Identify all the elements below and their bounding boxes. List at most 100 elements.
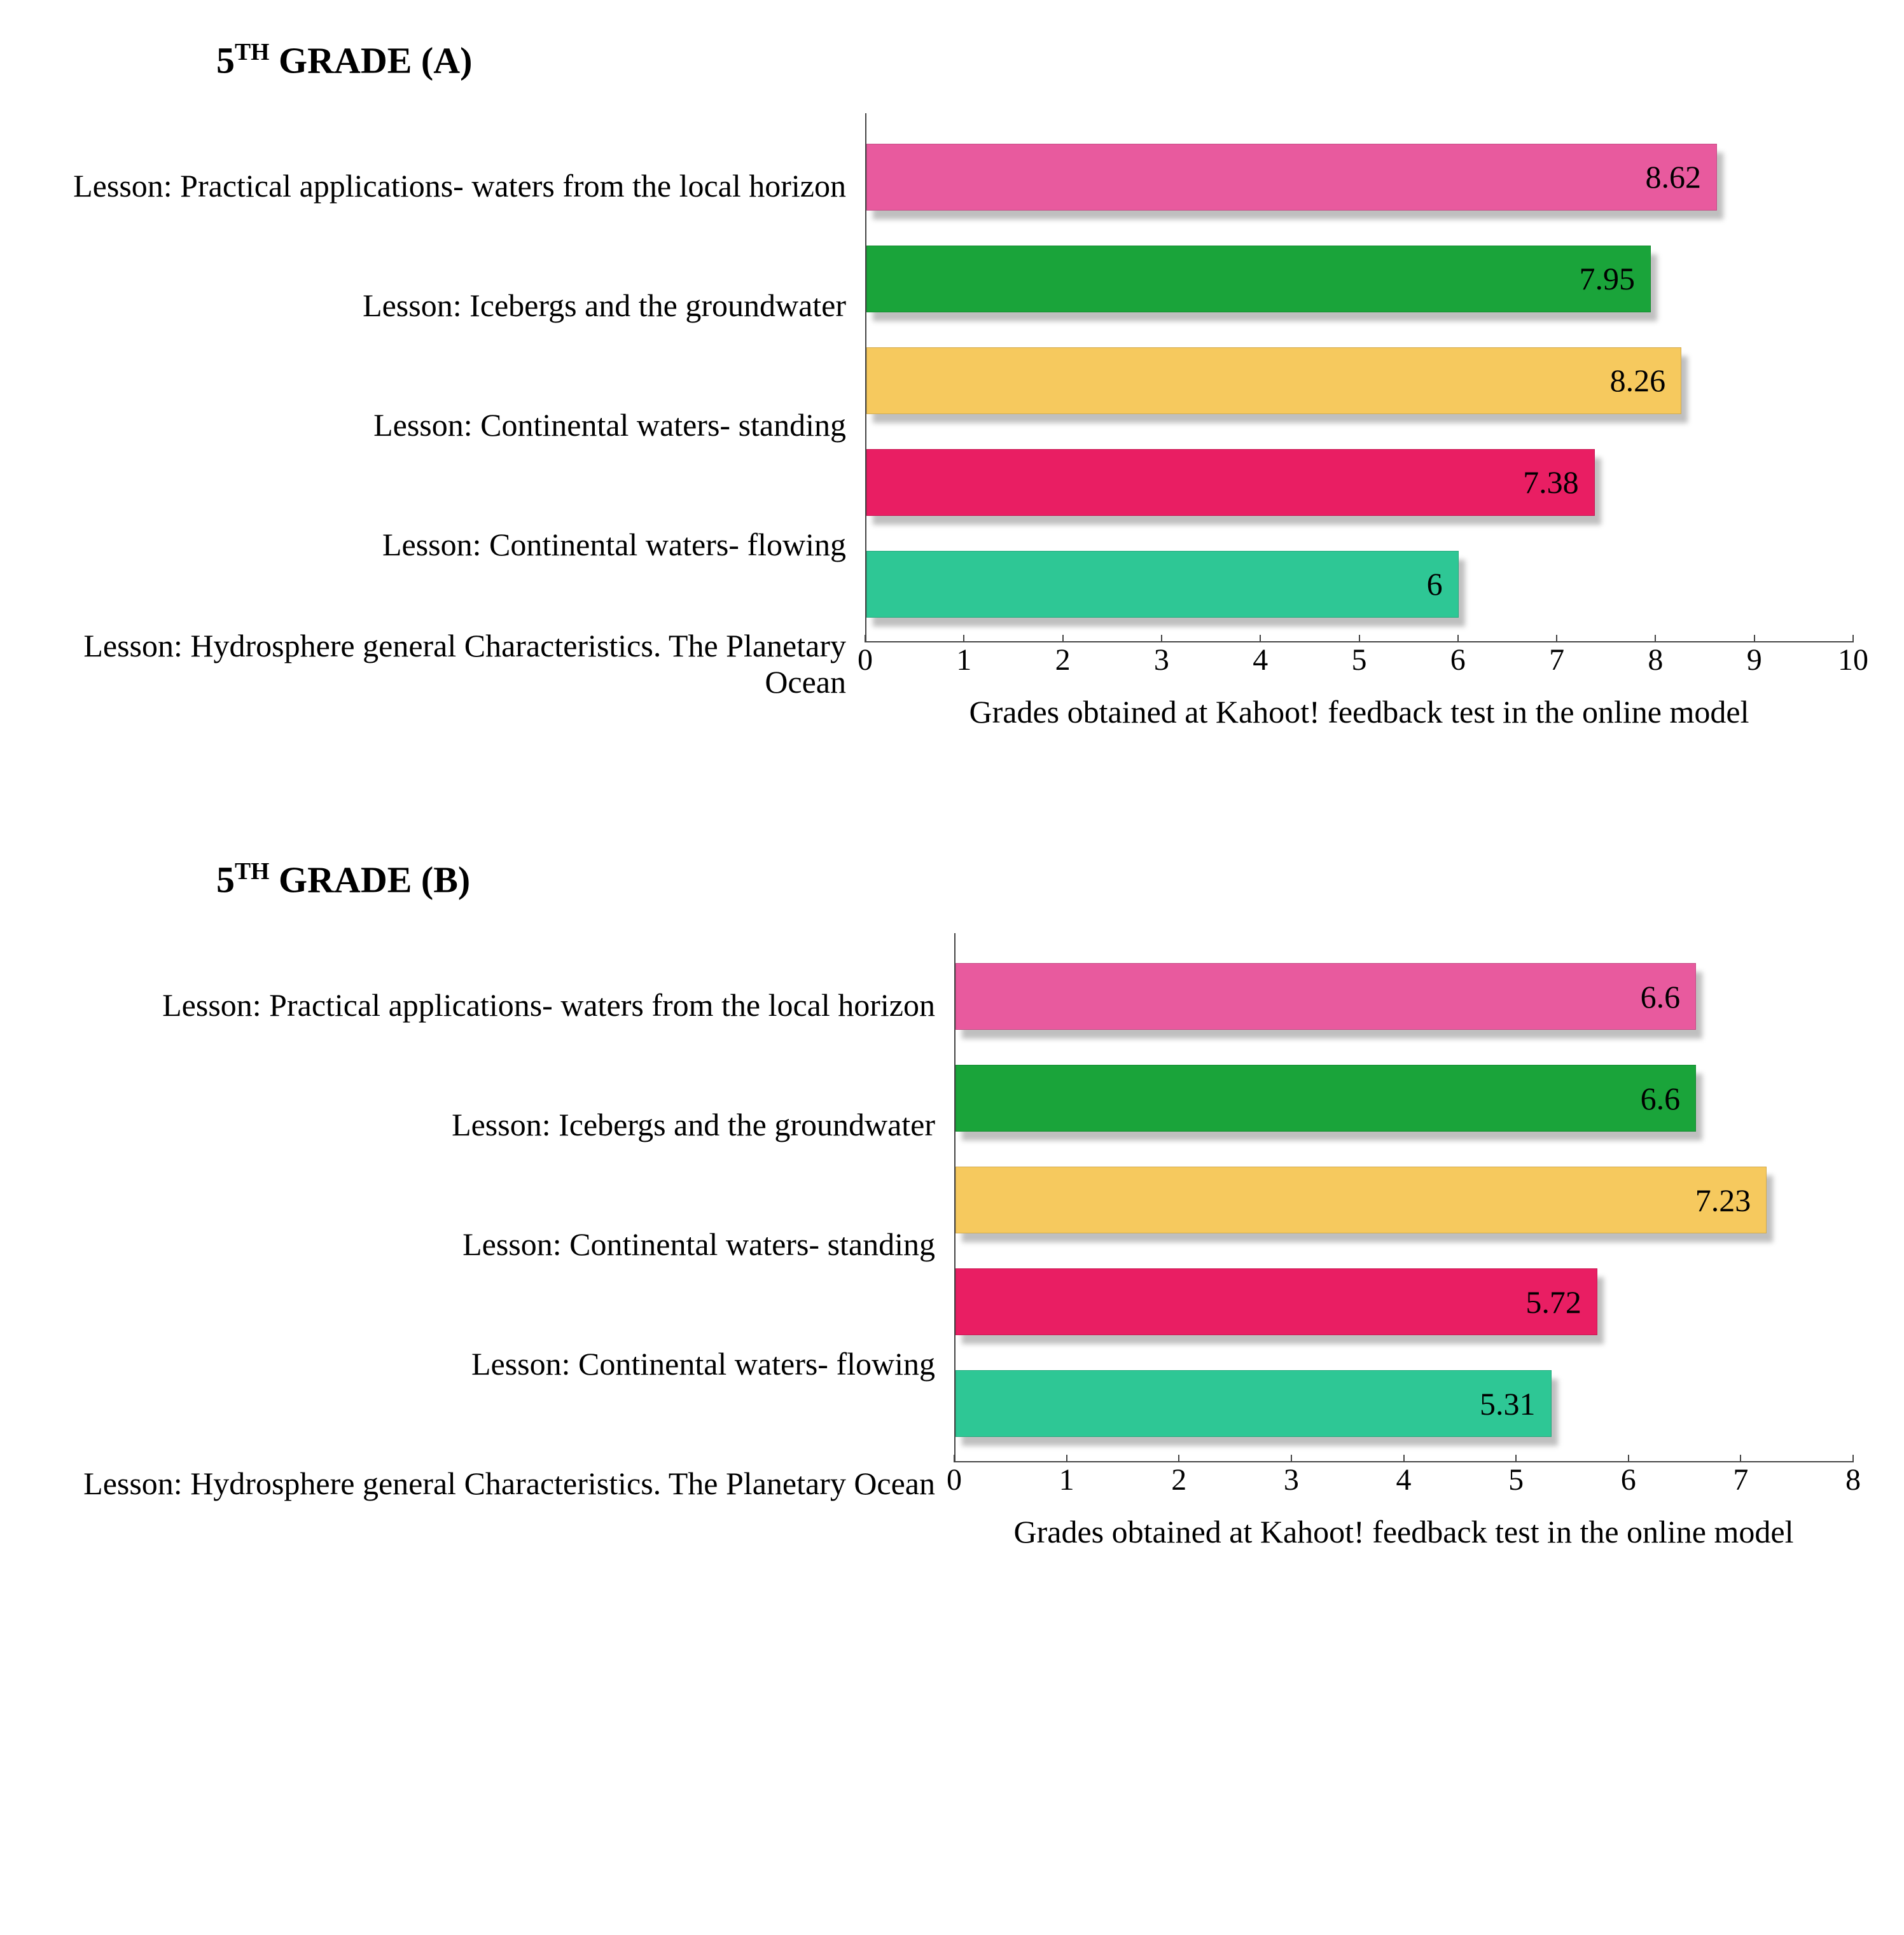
- x-tick-mark: [1740, 1455, 1741, 1462]
- y-label: Lesson: Hydrosphere general Characterist…: [25, 1433, 935, 1535]
- x-tick: 6: [1450, 642, 1466, 677]
- x-tick-mark: [963, 635, 964, 642]
- y-label: Lesson: Continental waters- standing: [25, 1194, 935, 1296]
- x-tick: 0: [858, 642, 873, 677]
- x-tick-label: 3: [1154, 642, 1169, 677]
- x-tick-mark: [1359, 635, 1360, 642]
- x-tick: 8: [1648, 642, 1663, 677]
- bar-row: 6.6: [955, 1048, 1853, 1149]
- bar-wrap: 6.6: [955, 963, 1696, 1030]
- bars-area: 6.6 6.6 7.23 5.72 5.31: [954, 933, 1853, 1462]
- bar: [866, 449, 1595, 516]
- x-axis-label: Grades obtained at Kahoot! feedback test…: [954, 1513, 1853, 1550]
- x-tick-mark: [865, 635, 866, 642]
- x-axis-label: Grades obtained at Kahoot! feedback test…: [865, 693, 1853, 730]
- bar: [955, 1065, 1696, 1132]
- x-tick-label: 7: [1733, 1462, 1748, 1497]
- y-label: Lesson: Icebergs and the groundwater: [25, 254, 846, 356]
- y-label: Lesson: Continental waters- flowing: [25, 494, 846, 595]
- y-labels-column: Lesson: Practical applications- waters f…: [25, 933, 948, 1550]
- x-tick-mark: [1457, 635, 1459, 642]
- bar-row: 7.38: [866, 431, 1853, 533]
- chart-body: Lesson: Practical applications- waters f…: [25, 933, 1879, 1550]
- bar-wrap: 5.31: [955, 1370, 1552, 1437]
- x-tick: 3: [1154, 642, 1169, 677]
- x-tick: 5: [1352, 642, 1367, 677]
- x-tick: 10: [1838, 642, 1868, 677]
- y-label: Lesson: Continental waters- standing: [25, 374, 846, 476]
- bar-value-label: 7.38: [1523, 464, 1579, 501]
- x-tick: 7: [1549, 642, 1564, 677]
- x-tick: 0: [947, 1462, 962, 1497]
- x-tick-label: 1: [956, 642, 971, 677]
- bar-row: 5.72: [955, 1251, 1853, 1353]
- chart-title: 5TH GRADE (B): [216, 857, 1879, 901]
- x-tick-mark: [1655, 635, 1656, 642]
- x-tick-label: 5: [1508, 1462, 1524, 1497]
- bar-wrap: 7.38: [866, 449, 1595, 516]
- chart-block-1: 5TH GRADE (B) Lesson: Practical applicati…: [25, 857, 1879, 1550]
- x-ticks: 012345678: [954, 1462, 1853, 1507]
- x-tick-label: 2: [1055, 642, 1071, 677]
- x-tick: 3: [1284, 1462, 1299, 1497]
- x-tick-mark: [1403, 1455, 1405, 1462]
- chart-block-0: 5TH GRADE (A)Lesson: Practical applicati…: [25, 38, 1879, 730]
- x-tick-label: 7: [1549, 642, 1564, 677]
- y-label: Lesson: Practical applications- waters f…: [25, 955, 935, 1057]
- x-tick-label: 6: [1450, 642, 1466, 677]
- chart-body: Lesson: Practical applications- waters f…: [25, 113, 1879, 730]
- bar: [955, 1268, 1597, 1335]
- y-labels-column: Lesson: Practical applications- waters f…: [25, 113, 859, 730]
- bar: [866, 347, 1681, 414]
- x-tick: 1: [956, 642, 971, 677]
- title-prefix: 5: [216, 859, 235, 901]
- bar-value-label: 7.23: [1695, 1182, 1751, 1219]
- bar-wrap: 6: [866, 551, 1459, 618]
- title-prefix: 5: [216, 39, 235, 81]
- x-tick-label: 4: [1396, 1462, 1412, 1497]
- x-tick: 9: [1747, 642, 1762, 677]
- x-tick-label: 0: [858, 642, 873, 677]
- bar-value-label: 5.72: [1525, 1284, 1581, 1321]
- bar-wrap: 5.72: [955, 1268, 1597, 1335]
- x-tick-label: 9: [1747, 642, 1762, 677]
- x-tick-mark: [1260, 635, 1261, 642]
- x-tick-mark: [1852, 1455, 1854, 1462]
- bar-wrap: 8.26: [866, 347, 1681, 414]
- x-ticks: 012345678910: [865, 642, 1853, 687]
- bars-area: 8.627.958.267.386: [865, 113, 1853, 642]
- x-tick-mark: [1556, 635, 1557, 642]
- bar-value-label: 6.6: [1641, 1080, 1681, 1117]
- bar-row: 6.6: [955, 946, 1853, 1048]
- bar: [866, 144, 1717, 211]
- bar-row: 8.62: [866, 126, 1853, 228]
- x-tick: 2: [1171, 1462, 1186, 1497]
- x-tick-mark: [1291, 1455, 1292, 1462]
- plot-column: 6.66.67.235.725.31012345678Grades obtain…: [948, 933, 1879, 1550]
- bar-wrap: 7.23: [955, 1167, 1767, 1233]
- bar-wrap: 6.6: [955, 1065, 1696, 1132]
- x-tick: 4: [1253, 642, 1268, 677]
- x-tick-mark: [954, 1455, 955, 1462]
- y-label: Lesson: Practical applications- waters f…: [25, 135, 846, 237]
- bar-row: 7.23: [955, 1149, 1853, 1251]
- bar: [866, 551, 1459, 618]
- x-tick: 1: [1059, 1462, 1074, 1497]
- bar-row: 5.31: [955, 1353, 1853, 1455]
- x-tick-label: 1: [1059, 1462, 1074, 1497]
- x-tick-label: 3: [1284, 1462, 1299, 1497]
- y-label: Lesson: Icebergs and the groundwater: [25, 1074, 935, 1176]
- bar: [955, 1370, 1552, 1437]
- x-tick-label: 0: [947, 1462, 962, 1497]
- bar: [866, 246, 1651, 312]
- x-tick: 7: [1733, 1462, 1748, 1497]
- bar-value-label: 8.62: [1645, 158, 1701, 195]
- x-tick: 2: [1055, 642, 1071, 677]
- bar-value-label: 8.26: [1610, 362, 1666, 399]
- x-tick-mark: [1062, 635, 1064, 642]
- title-suffix: GRADE (B): [269, 859, 470, 901]
- x-tick-label: 8: [1648, 642, 1663, 677]
- bar-value-label: 5.31: [1480, 1385, 1536, 1422]
- x-tick: 4: [1396, 1462, 1412, 1497]
- bar: [955, 963, 1696, 1030]
